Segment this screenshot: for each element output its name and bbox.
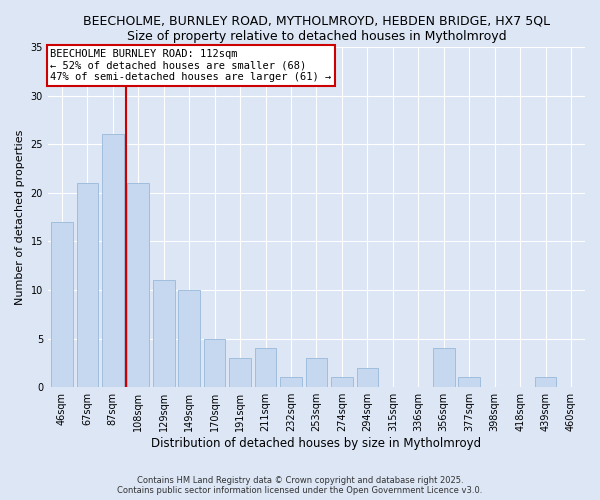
Bar	[535, 378, 556, 387]
Bar	[255, 348, 277, 387]
Bar	[127, 183, 149, 387]
Bar	[77, 183, 98, 387]
Bar	[305, 358, 327, 387]
Y-axis label: Number of detached properties: Number of detached properties	[15, 130, 25, 305]
Text: Contains HM Land Registry data © Crown copyright and database right 2025.
Contai: Contains HM Land Registry data © Crown c…	[118, 476, 482, 495]
Bar	[51, 222, 73, 387]
Bar	[356, 368, 378, 387]
Bar	[153, 280, 175, 387]
Bar	[204, 338, 226, 387]
Bar	[229, 358, 251, 387]
Bar	[178, 290, 200, 387]
Bar	[280, 378, 302, 387]
Bar	[433, 348, 455, 387]
Bar	[331, 378, 353, 387]
Bar	[102, 134, 124, 387]
X-axis label: Distribution of detached houses by size in Mytholmroyd: Distribution of detached houses by size …	[151, 437, 482, 450]
Bar	[458, 378, 480, 387]
Text: BEECHOLME BURNLEY ROAD: 112sqm
← 52% of detached houses are smaller (68)
47% of : BEECHOLME BURNLEY ROAD: 112sqm ← 52% of …	[50, 49, 332, 82]
Title: BEECHOLME, BURNLEY ROAD, MYTHOLMROYD, HEBDEN BRIDGE, HX7 5QL
Size of property re: BEECHOLME, BURNLEY ROAD, MYTHOLMROYD, HE…	[83, 15, 550, 43]
